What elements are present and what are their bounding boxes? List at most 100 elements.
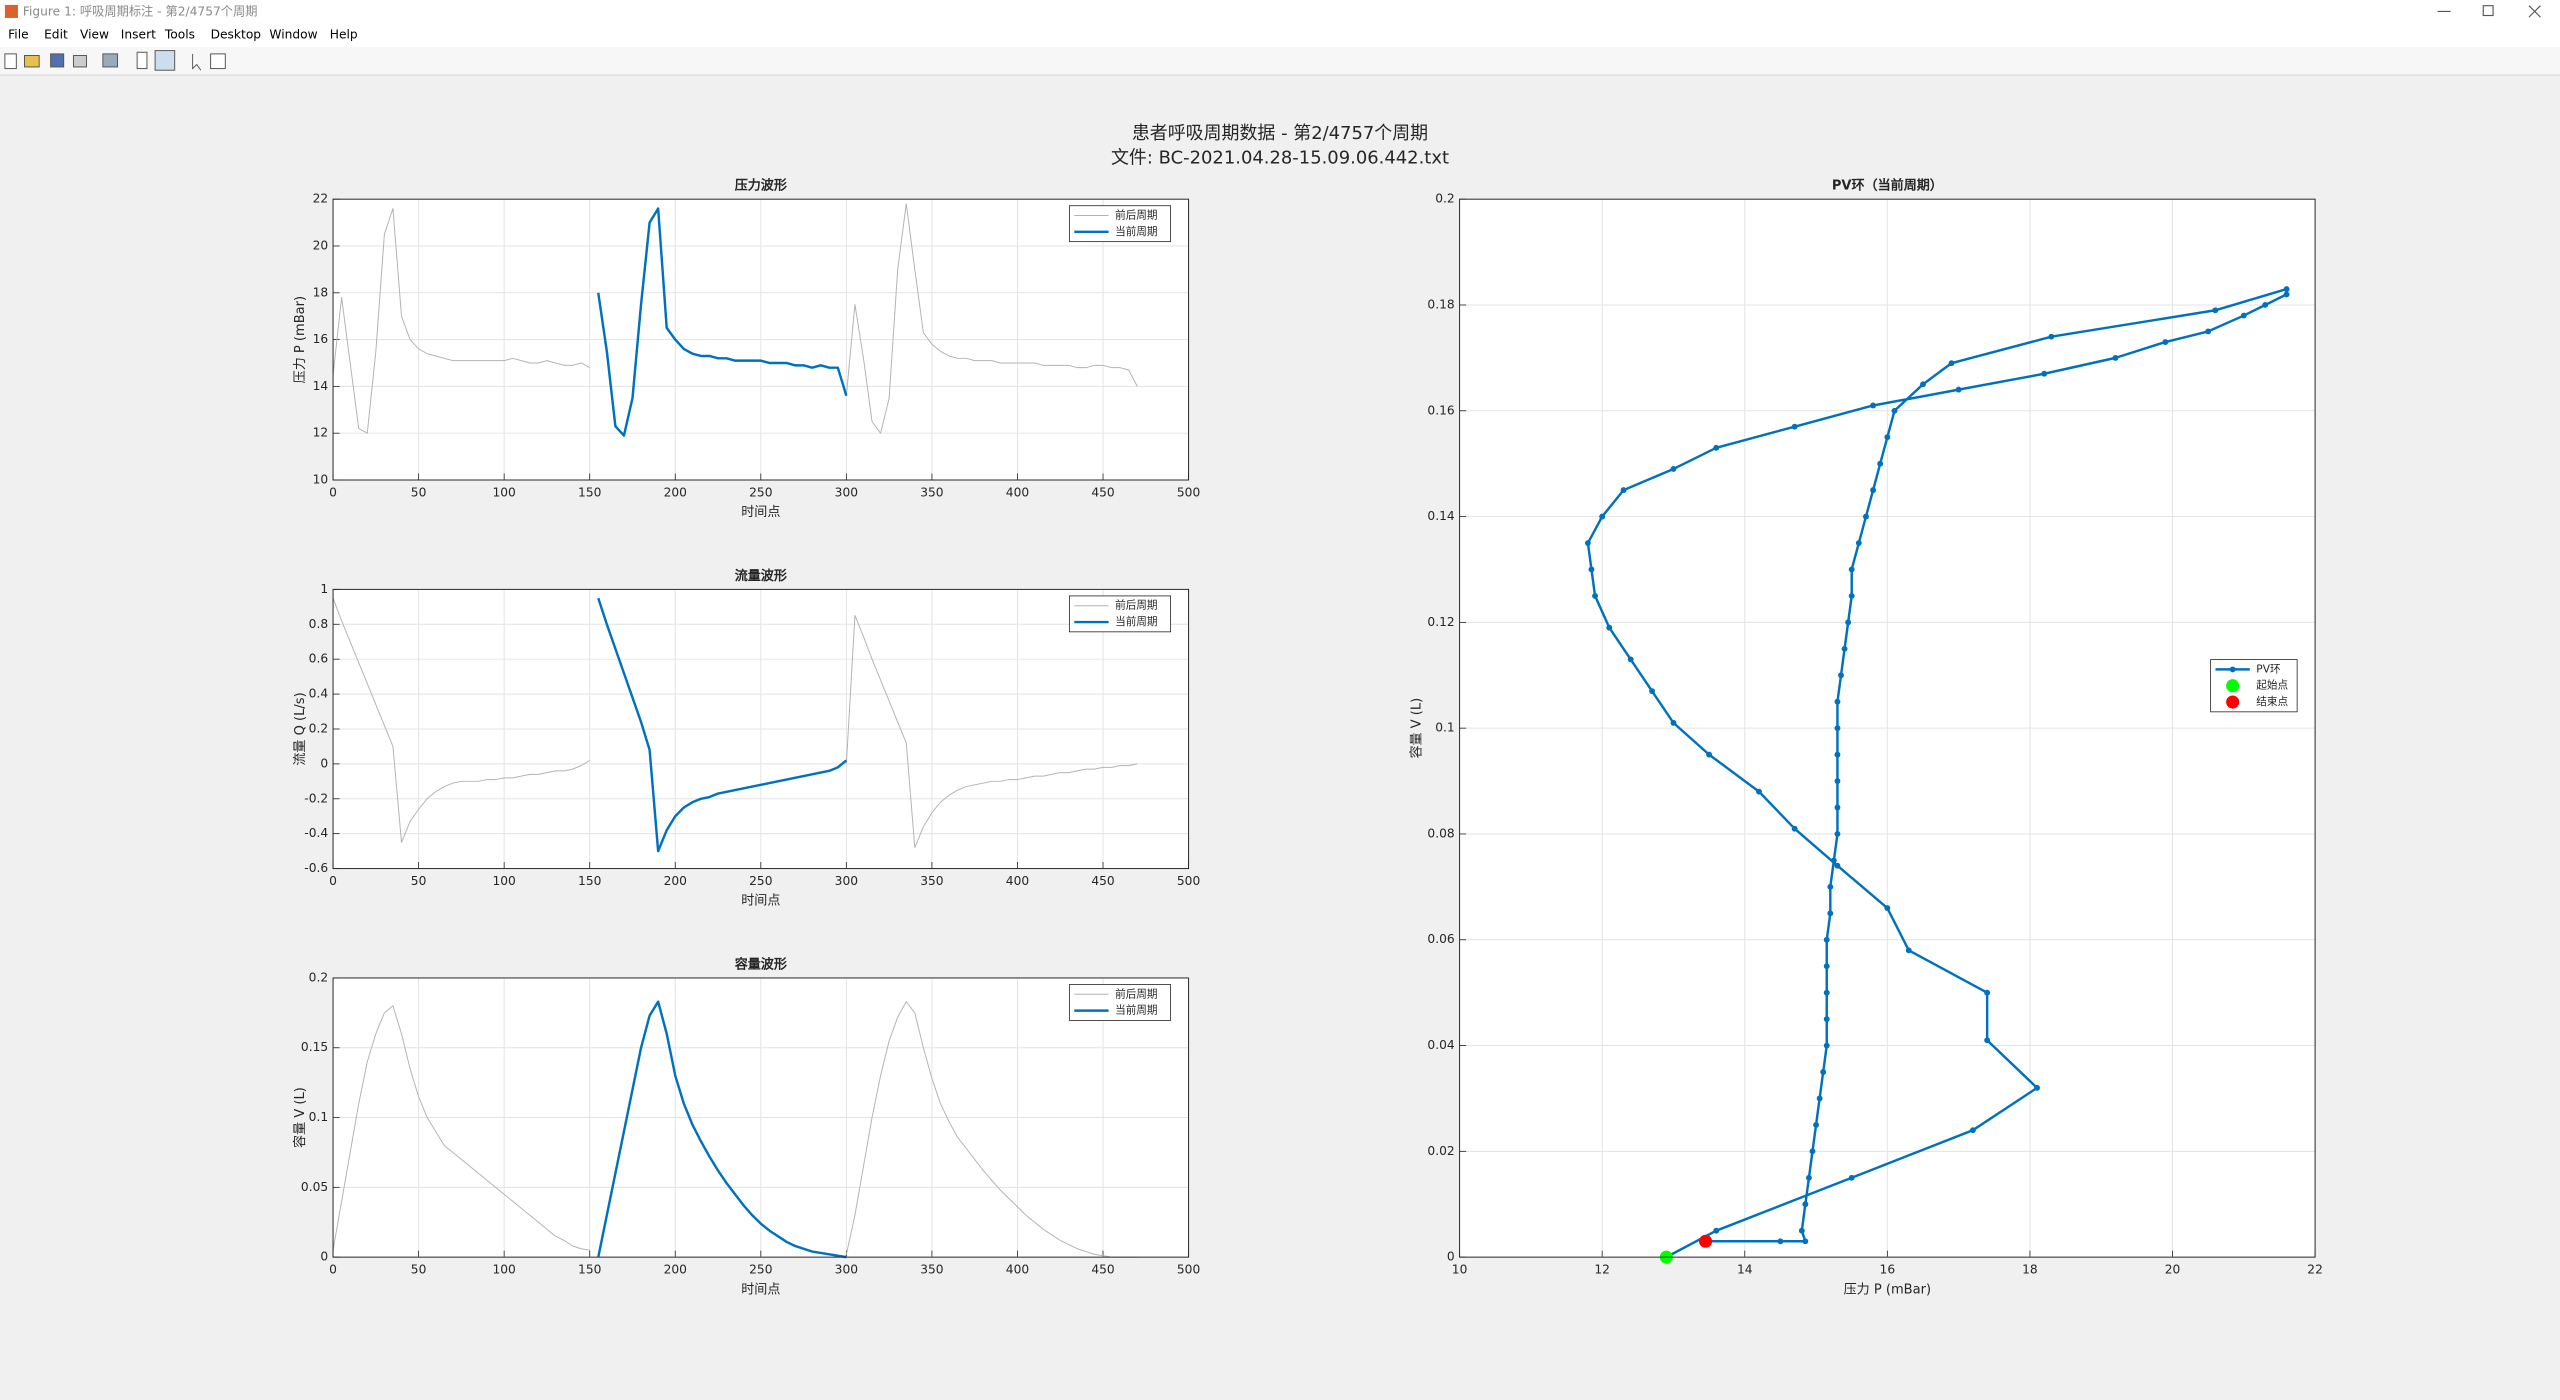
restore-button[interactable]	[2482, 5, 2494, 17]
close-button[interactable]	[2528, 5, 2541, 18]
data-point	[1823, 989, 1830, 996]
menu-item[interactable]: Tools	[164, 28, 195, 42]
legend-box	[1068, 984, 1172, 1021]
print-icon[interactable]	[72, 55, 88, 68]
legend-box	[1068, 205, 1172, 243]
data-point	[1798, 1227, 1805, 1234]
data-point	[1816, 1095, 1823, 1102]
data-point	[1884, 905, 1891, 911]
x-tick-label: 22	[2307, 1263, 2323, 1277]
data-point	[1820, 1069, 1827, 1075]
y-tick-label: 0.04	[1427, 1038, 1454, 1052]
window-title: Figure 1: 呼吸周期标注 - 第2/4757个周期	[23, 4, 258, 19]
axes-title: 容量波形	[734, 956, 788, 972]
data-point	[1805, 1174, 1812, 1181]
data-point	[1620, 487, 1627, 494]
x-tick-label: 50	[411, 1263, 427, 1277]
axes: 10 12 14 16 18 20 22 0 0.02 0.04 0.06 0.08 0.1 0.12 0.…	[1409, 178, 2323, 1298]
data-point	[2212, 307, 2219, 314]
y-tick-label: -0.4	[304, 826, 328, 840]
x-tick-label: 20	[2165, 1263, 2181, 1277]
x-tick-label: 500	[1177, 486, 1200, 500]
data-point	[1649, 688, 1656, 695]
open-icon[interactable]	[24, 55, 40, 68]
data-point	[1606, 624, 1613, 631]
axes: 0 50 100 150 200 250 300 350 400 450 500 0 0.05 0.1 0.…	[292, 956, 1200, 1297]
x-tick-label: 400	[1006, 874, 1029, 888]
x-tick-label: 350	[920, 486, 943, 500]
legend-label: 起始点	[2256, 679, 2288, 692]
data-point	[2205, 328, 2212, 335]
y-tick-label: 0	[320, 1250, 328, 1264]
link-icon[interactable]	[102, 53, 119, 68]
y-tick-label: 0	[320, 756, 328, 770]
menu-item[interactable]: View	[80, 28, 109, 42]
x-tick-label: 400	[1006, 1263, 1029, 1277]
app-icon	[4, 4, 18, 18]
data-point	[1863, 513, 1869, 520]
axes-box	[332, 588, 1190, 870]
data-point	[1834, 804, 1841, 811]
data-point	[1823, 963, 1830, 970]
axes-title: PV环（当前周期）	[1832, 178, 1943, 194]
legend-icon[interactable]	[154, 50, 176, 71]
x-tick-label: 100	[492, 486, 515, 500]
data-point	[1777, 1238, 1784, 1245]
axes-box	[332, 977, 1190, 1258]
data-point	[1948, 360, 1955, 367]
menu-item[interactable]: Desktop	[211, 28, 262, 42]
x-tick-label: 16	[1880, 1263, 1896, 1277]
save-icon[interactable]	[50, 53, 65, 68]
menu-item[interactable]: Insert	[121, 28, 156, 42]
title-bar	[0, 0, 2560, 23]
data-point	[1823, 1016, 1830, 1023]
y-tick-label: 18	[313, 285, 329, 299]
data-point	[1699, 1234, 1713, 1248]
figure-title: 患者呼吸周期数据 - 第2/4757个周期	[1132, 123, 1428, 144]
x-tick-label: 450	[1091, 1263, 1114, 1277]
new-icon[interactable]	[4, 53, 17, 70]
x-tick-label: 200	[664, 486, 687, 500]
x-axis-label: 压力 P (mBar)	[1844, 1282, 1931, 1297]
menu-item[interactable]: File	[8, 28, 28, 42]
menu-item[interactable]: Edit	[44, 28, 68, 42]
data-point	[2048, 333, 2055, 340]
x-tick-label: 50	[411, 874, 427, 888]
menu-item[interactable]: Help	[330, 28, 358, 42]
y-tick-label: 0.8	[309, 617, 328, 631]
y-tick-label: 22	[313, 192, 329, 206]
data-point	[1848, 592, 1855, 599]
menu-item[interactable]: Window	[269, 28, 317, 42]
data-point	[1984, 989, 1991, 996]
data-point	[1813, 1121, 1819, 1128]
data-point	[1920, 381, 1926, 388]
y-tick-label: 12	[313, 426, 329, 440]
legend-label: 前后周期	[1115, 987, 1157, 1000]
x-tick-label: 350	[920, 1263, 943, 1277]
data-point	[1969, 1127, 1976, 1134]
x-tick-label: 10	[1452, 1263, 1468, 1277]
x-tick-label: 300	[835, 486, 858, 500]
data-point	[1802, 1238, 1809, 1245]
y-axis-label: 容量 V (L)	[292, 1087, 308, 1148]
property-icon[interactable]	[210, 53, 226, 70]
axes-title: 压力波形	[735, 178, 788, 194]
data-point	[1713, 1227, 1720, 1234]
x-tick-label: 150	[578, 486, 601, 500]
data-point	[1599, 513, 1606, 520]
y-tick-label: 0.15	[301, 1040, 328, 1054]
axes: 0 50 100 150 200 250 300 350 400 450 500 10 12 14 16 18…	[293, 178, 1200, 521]
x-tick-label: 0	[329, 1263, 337, 1277]
x-axis-label: 时间点	[741, 894, 780, 909]
y-tick-label: 0.2	[309, 721, 328, 735]
y-tick-label: 1	[320, 582, 328, 596]
x-tick-label: 500	[1177, 1263, 1200, 1277]
series-line	[597, 207, 848, 437]
toolbar	[0, 47, 2560, 76]
colorbar-icon[interactable]	[136, 51, 148, 70]
pointer-icon[interactable]	[192, 53, 202, 71]
x-tick-label: 500	[1177, 874, 1200, 888]
